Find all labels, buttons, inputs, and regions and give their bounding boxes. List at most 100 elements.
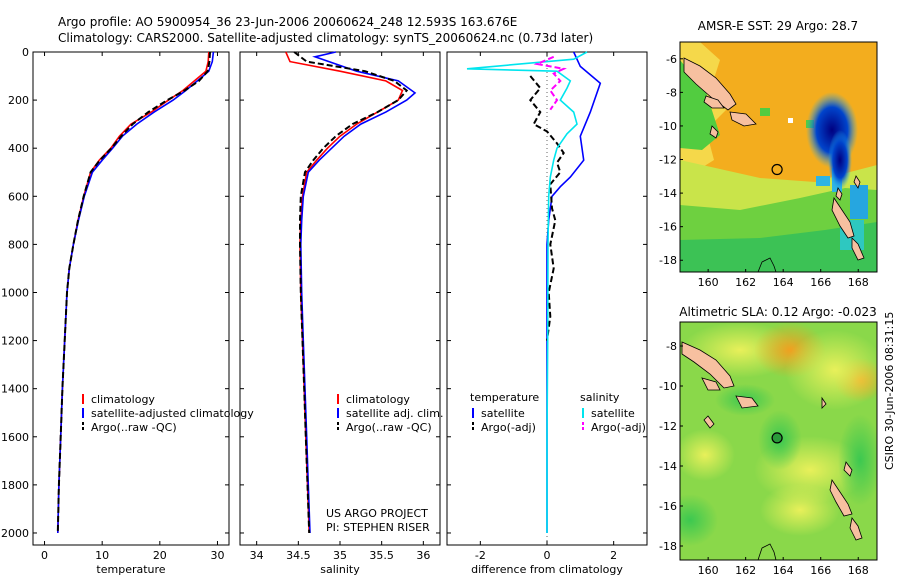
y-tick-label: 1000 xyxy=(1,286,29,299)
sst-field-green-deep xyxy=(680,222,877,272)
legend-label: Argo(-adj) xyxy=(481,421,536,434)
legend-label: satellite xyxy=(591,407,635,420)
x-tick-label: 36 xyxy=(416,549,430,562)
island xyxy=(843,461,853,477)
series-line-satellite-adjusted-climatology xyxy=(57,51,215,534)
sla-patch xyxy=(838,414,877,506)
x-tick-label: 34 xyxy=(250,549,264,562)
map-x-tick-label: 162 xyxy=(735,276,756,289)
island xyxy=(709,125,719,139)
map-y-tick-label: -16 xyxy=(659,221,677,234)
legend-label: satellite adj. clim. xyxy=(346,407,443,420)
island xyxy=(729,111,757,127)
sla-map-title: Altimetric SLA: 0.12 Argo: -0.023 xyxy=(679,305,876,319)
temperature-plot-frame xyxy=(32,51,230,546)
sst-cool-patch xyxy=(828,130,852,190)
x-tick-label: 0 xyxy=(544,549,551,562)
y-tick-label: 400 xyxy=(8,142,29,155)
map-y-tick-label: -10 xyxy=(659,380,677,393)
figure-title-line2: Climatology: CARS2000. Satellite-adjuste… xyxy=(58,31,593,45)
island xyxy=(821,396,827,409)
sst-map: AMSR-E SST: 29 Argo: 28.7 xyxy=(659,19,878,289)
map-y-tick-label: -18 xyxy=(659,254,677,267)
series-line-salinity-satellite xyxy=(466,51,588,533)
sst-map-title: AMSR-E SST: 29 Argo: 28.7 xyxy=(698,19,858,33)
map-y-tick-label: -10 xyxy=(659,120,677,133)
y-tick-label: 2000 xyxy=(1,527,29,540)
sst-map-frame xyxy=(679,41,878,273)
map-y-tick-label: -8 xyxy=(666,340,677,353)
island xyxy=(831,196,855,239)
map-y-tick-label: -18 xyxy=(659,540,677,553)
map-y-tick-label: -14 xyxy=(659,187,677,200)
credit-line: PI: STEPHEN RISER xyxy=(326,521,430,534)
sla-patch xyxy=(760,484,840,536)
sla-patch xyxy=(680,494,718,546)
x-tick-label: -2 xyxy=(475,549,486,562)
x-tick-label: 30 xyxy=(210,549,224,562)
legend-label: satellite xyxy=(481,407,525,420)
island xyxy=(683,57,737,111)
y-tick-label: 0 xyxy=(22,46,29,59)
x-axis-label: temperature xyxy=(96,563,165,576)
legend-header: temperature xyxy=(470,391,539,404)
series-line-argo-raw-qc- xyxy=(56,51,211,534)
map-x-tick-label: 160 xyxy=(698,564,719,577)
map-x-tick-label: 166 xyxy=(810,276,831,289)
y-tick-label: 1600 xyxy=(1,431,29,444)
sla-patch xyxy=(785,330,877,410)
island xyxy=(829,478,853,517)
sla-map-frame xyxy=(679,321,878,561)
sst-pixel xyxy=(760,108,770,116)
island xyxy=(701,377,721,391)
island xyxy=(703,95,725,109)
series-line-temperature-satellite xyxy=(546,51,602,533)
island xyxy=(735,395,759,409)
x-tick-label: 20 xyxy=(153,549,167,562)
island xyxy=(851,237,865,261)
map-x-tick-label: 168 xyxy=(848,564,869,577)
temperature-profile-plot: 0 10 20 30 0 200 400 600 800 1000 1200 1400 1600 1800… xyxy=(1,46,254,576)
x-tick-label: 0 xyxy=(41,549,48,562)
sla-map-axes: 160 162 164 166 168 -8 -10 -12 -14 -16 -18 xyxy=(659,340,869,577)
map-y-tick-label: -12 xyxy=(659,154,677,167)
map-x-tick-label: 164 xyxy=(773,564,794,577)
x-tick-label: 10 xyxy=(95,549,109,562)
figure-title-line1: Argo profile: AO 5900954_36 23-Jun-2006 … xyxy=(58,15,517,29)
map-y-tick-label: -6 xyxy=(666,53,677,66)
sst-field-green-west xyxy=(680,60,720,150)
y-tick-label: 1200 xyxy=(1,335,29,348)
timestamp: CSIRO 30-Jun-2006 08:31:15 xyxy=(883,312,896,470)
argo-float-marker xyxy=(771,163,783,176)
x-axis-label: difference from climatology xyxy=(471,563,623,576)
credit-text: US ARGO PROJECT PI: STEPHEN RISER xyxy=(326,507,430,534)
salinity-plot-frame xyxy=(239,51,441,546)
map-x-tick-label: 166 xyxy=(810,564,831,577)
x-tick-label: 35.5 xyxy=(369,549,394,562)
y-tick-label: 800 xyxy=(8,238,29,251)
legend-label: satellite-adjusted climatology xyxy=(91,407,254,420)
x-axis-label: salinity xyxy=(320,563,360,576)
island xyxy=(835,187,843,201)
map-y-tick-label: -12 xyxy=(659,420,677,433)
x-tick-label: 35 xyxy=(333,549,347,562)
y-tick-label: 1800 xyxy=(1,479,29,492)
legend-header: salinity xyxy=(580,391,620,404)
legend-label: climatology xyxy=(346,393,410,406)
x-tick-label: 34.5 xyxy=(286,549,311,562)
island xyxy=(849,517,863,541)
island xyxy=(853,175,861,189)
y-tick-label: 200 xyxy=(8,94,29,107)
sst-pixel xyxy=(850,185,868,219)
credit-line: US ARGO PROJECT xyxy=(326,507,428,520)
legend-label: Argo(..raw -QC) xyxy=(346,421,432,434)
sst-pixel xyxy=(816,176,830,186)
series-line-argo-raw-qc- xyxy=(293,51,409,534)
legend-label: climatology xyxy=(91,393,155,406)
coastline xyxy=(757,257,777,272)
map-x-tick-label: 160 xyxy=(698,276,719,289)
coastline xyxy=(757,543,777,560)
map-y-tick-label: -8 xyxy=(666,86,677,99)
series-line-climatology xyxy=(285,51,404,534)
